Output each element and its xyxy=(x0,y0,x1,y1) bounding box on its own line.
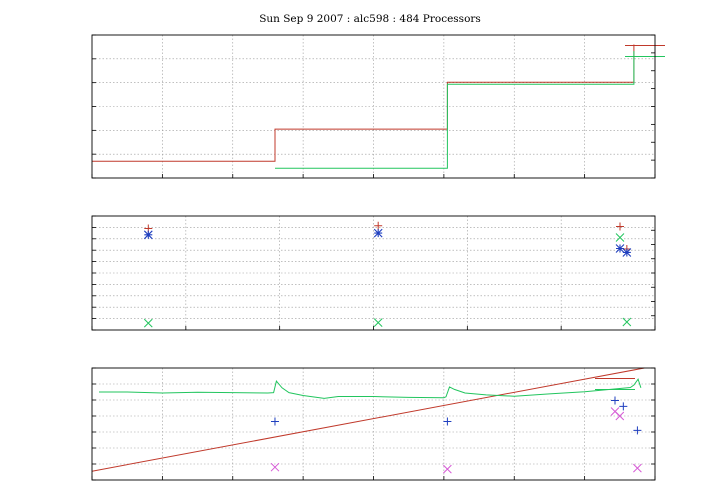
data-point xyxy=(143,318,153,328)
data-point xyxy=(374,221,383,230)
data-point xyxy=(615,411,625,421)
data-point xyxy=(270,462,280,472)
legend-marker xyxy=(615,244,625,253)
plot-frame xyxy=(91,215,656,331)
regridding-time-plot xyxy=(91,215,656,331)
data-point xyxy=(633,426,642,435)
data-point xyxy=(443,417,452,426)
data-point xyxy=(373,228,383,238)
legend-marker xyxy=(616,222,624,231)
data-point xyxy=(622,317,632,327)
data-point xyxy=(143,230,153,240)
series-line-meantime-timestep xyxy=(99,378,642,399)
plot-frame xyxy=(91,367,656,481)
data-point xyxy=(633,463,642,473)
legend-marker xyxy=(611,396,619,405)
data-point xyxy=(619,402,628,411)
data-point xyxy=(443,464,452,474)
data-point xyxy=(622,248,632,257)
legend-marker xyxy=(615,233,625,242)
cells-patches-plot xyxy=(91,34,665,179)
series-line-patches xyxy=(275,51,635,169)
chart-title: Sun Sep 9 2007 : alc598 : 484 Processors xyxy=(259,13,481,25)
series-line-physical-time xyxy=(91,367,645,472)
data-point xyxy=(270,417,279,426)
physical-time-plot xyxy=(91,367,656,481)
plot-frame xyxy=(91,34,656,179)
data-point xyxy=(373,318,383,327)
